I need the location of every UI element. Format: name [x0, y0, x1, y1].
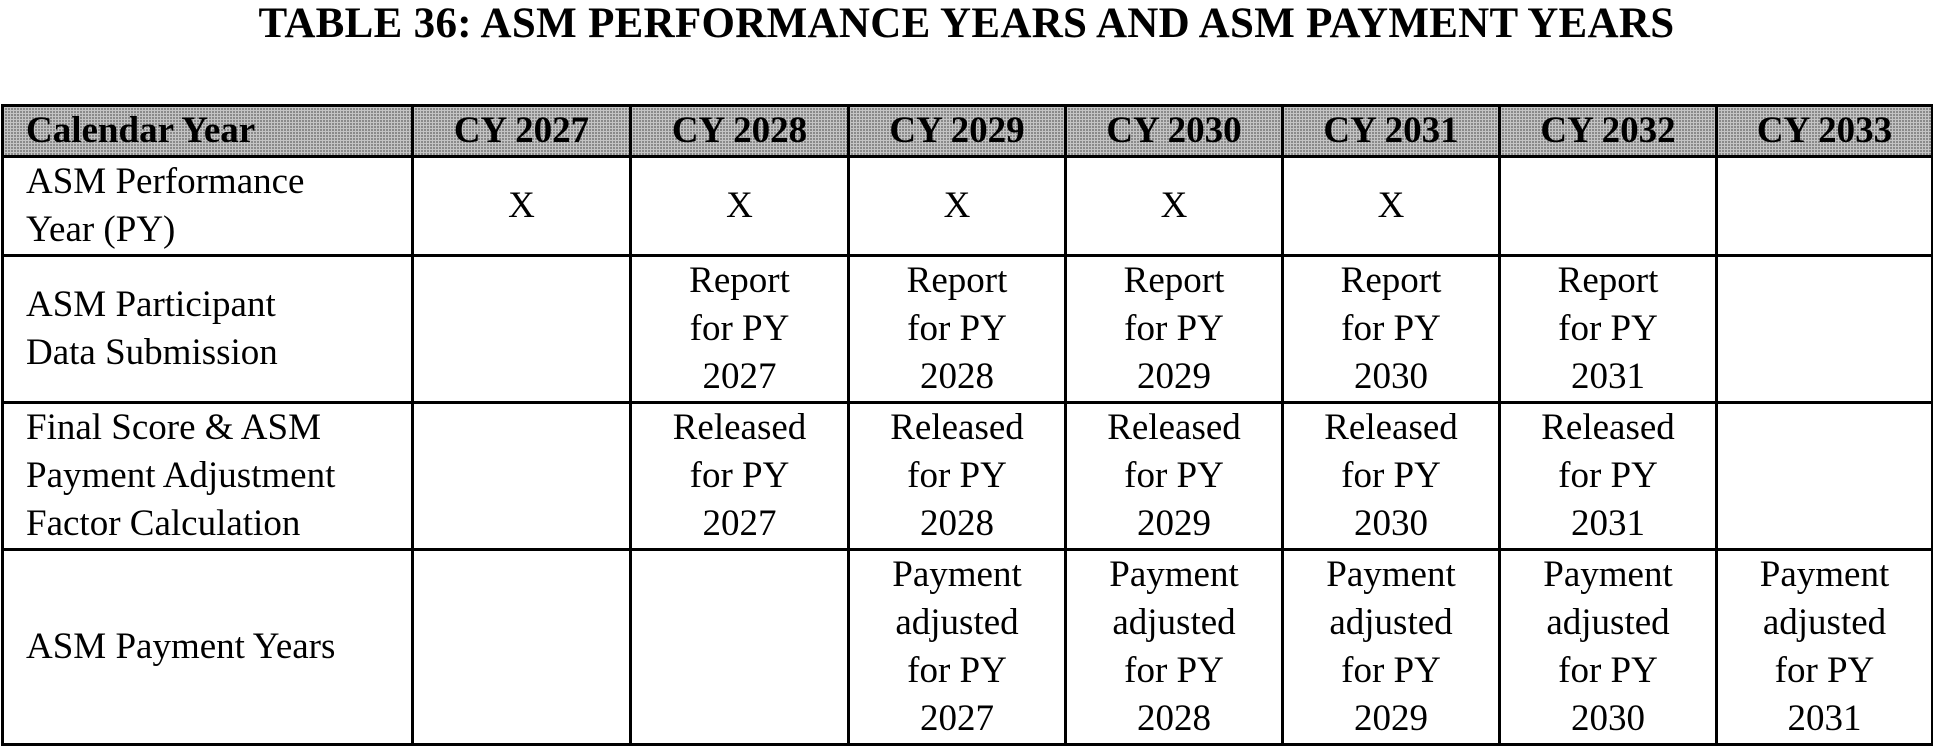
table-row: ASM Performance Year (PY) X X X X X	[1, 155, 1933, 257]
table-cell: Report for PY 2031	[1498, 254, 1718, 404]
table-cell	[1715, 254, 1933, 404]
header-year: CY 2029	[847, 104, 1067, 158]
table-cell: Released for PY 2028	[847, 401, 1067, 551]
table-title: TABLE 36: ASM PERFORMANCE YEARS AND ASM …	[258, 0, 1675, 47]
table-cell: X	[1281, 155, 1501, 257]
table-cell: Payment adjusted for PY 2029	[1281, 548, 1501, 746]
table-cell: Report for PY 2028	[847, 254, 1067, 404]
table-cell: Released for PY 2027	[629, 401, 850, 551]
table-cell: Payment adjusted for PY 2030	[1498, 548, 1718, 746]
table-cell	[411, 401, 632, 551]
table-cell	[1715, 401, 1933, 551]
table-cell	[629, 548, 850, 746]
table-cell: X	[629, 155, 850, 257]
row-label: ASM Participant Data Submission	[1, 254, 414, 404]
table-row: ASM Payment Years Payment adjusted for PY 20…	[1, 548, 1933, 746]
table-cell: Payment adjusted for PY 2028	[1064, 548, 1284, 746]
header-year: CY 2030	[1064, 104, 1284, 158]
table-cell	[1715, 155, 1933, 257]
table-cell	[1498, 155, 1718, 257]
header-year: CY 2027	[411, 104, 632, 158]
table-row: ASM Participant Data Submission Report for …	[1, 254, 1933, 404]
header-year: CY 2028	[629, 104, 850, 158]
table-cell: Report for PY 2029	[1064, 254, 1284, 404]
table-cell: Released for PY 2030	[1281, 401, 1501, 551]
table-cell: Payment adjusted for PY 2027	[847, 548, 1067, 746]
table-cell: Report for PY 2027	[629, 254, 850, 404]
table-cell	[411, 254, 632, 404]
table-cell	[411, 548, 632, 746]
table-cell: Released for PY 2029	[1064, 401, 1284, 551]
row-label: ASM Performance Year (PY)	[1, 155, 414, 257]
table-cell: Released for PY 2031	[1498, 401, 1718, 551]
row-label: ASM Payment Years	[1, 548, 414, 746]
table-row: Final Score & ASM Payment Adjustment Facto…	[1, 401, 1933, 551]
table-cell: Payment adjusted for PY 2031	[1715, 548, 1933, 746]
table-cell: X	[847, 155, 1067, 257]
header-row: Calendar Year CY 2027 CY 2028 CY 2029 CY 203…	[1, 104, 1933, 158]
row-label: Final Score & ASM Payment Adjustment Facto…	[1, 401, 414, 551]
header-calendar-year: Calendar Year	[1, 104, 414, 158]
header-year: CY 2032	[1498, 104, 1718, 158]
header-year: CY 2033	[1715, 104, 1933, 158]
table-cell: Report for PY 2030	[1281, 254, 1501, 404]
table-cell: X	[1064, 155, 1284, 257]
asm-years-table: Calendar Year CY 2027 CY 2028 CY 2029 CY 203…	[1, 104, 1933, 746]
header-year: CY 2031	[1281, 104, 1501, 158]
table-cell: X	[411, 155, 632, 257]
